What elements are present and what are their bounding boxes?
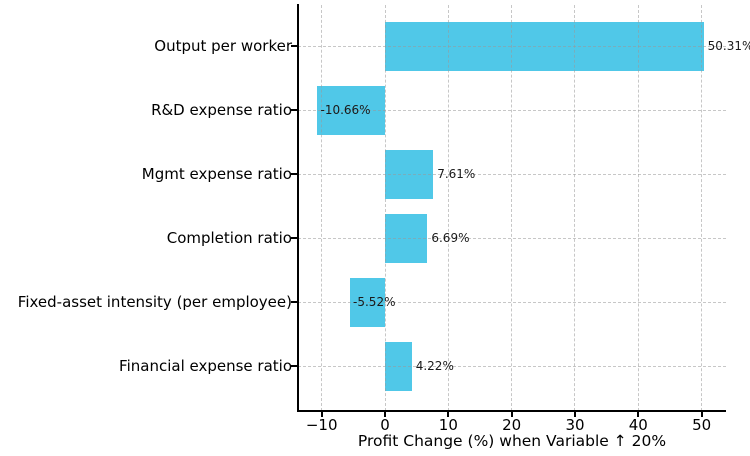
bar-value-label: 7.61% [437,167,476,181]
x-axis-tick [384,412,386,417]
y-axis-line [297,4,299,411]
x-axis-tick [700,412,703,417]
x-tick-label: 50 [692,416,712,434]
bar-value-label: 6.69% [431,231,470,245]
gridline-vertical [637,5,639,411]
y-tick-label: Financial expense ratio [119,357,292,375]
bar [385,213,428,263]
gridline-horizontal [298,365,726,367]
x-axis-title: Profit Change (%) when Variable ↑ 20% [357,432,667,450]
gridline-vertical [321,5,323,411]
y-tick-label: Completion ratio [166,229,292,247]
bar [317,85,385,135]
bar-value-label: -10.66% [320,103,371,117]
gridline-horizontal [298,45,726,47]
bar [350,277,385,327]
gridline-vertical [511,5,513,411]
x-tick-label: 30 [565,416,585,434]
bar [385,21,704,71]
x-axis-tick [637,412,640,417]
x-axis-tick [447,412,450,417]
gridline-horizontal [298,173,726,175]
gridline-vertical [701,5,703,411]
bar-value-label: -5.52% [353,295,396,309]
bar [385,341,412,391]
gridline-horizontal [298,301,726,303]
y-tick-label: Fixed-asset intensity (per employee) [17,293,292,311]
bar-value-label: 50.31% [707,39,750,53]
x-tick-label: 20 [502,416,522,434]
gridline-vertical [384,5,386,411]
y-tick-label: R&D expense ratio [151,101,292,119]
bar-value-label: 4.22% [415,359,454,373]
y-tick-label: Output per worker [154,37,292,55]
x-tick-label: −10 [305,416,338,434]
x-tick-label: 0 [380,416,390,434]
x-axis-tick [320,412,323,417]
x-axis-line [297,410,726,412]
y-tick-label: Mgmt expense ratio [141,165,292,183]
x-axis-tick [573,412,576,417]
x-tick-label: 10 [438,416,458,434]
gridline-vertical [574,5,576,411]
gridline-horizontal [298,237,726,239]
gridline-horizontal [298,109,726,111]
gridline-vertical [447,5,449,411]
x-tick-label: 40 [628,416,648,434]
x-axis-tick [510,412,513,417]
bar [385,149,434,199]
